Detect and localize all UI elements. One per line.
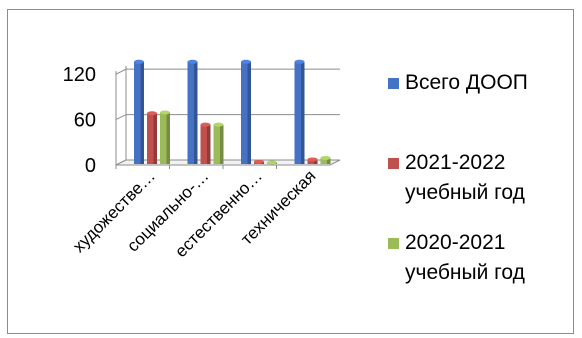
bar-2-1 bbox=[213, 122, 224, 164]
chart-frame: 0 60 120 художестве… социально-… естественно…… bbox=[7, 9, 574, 334]
legend-item-1: 2021-2022 учебный год bbox=[388, 148, 525, 208]
legend-item-2: 2020-2021 учебный год bbox=[388, 228, 525, 288]
legend-label-2: 2020-2021 учебный год bbox=[405, 231, 525, 284]
bar-2-3 bbox=[320, 155, 331, 164]
gridline-2 bbox=[115, 68, 340, 75]
legend-swatch-1 bbox=[388, 158, 399, 169]
bar-0-3 bbox=[294, 59, 305, 164]
legend-label-0: Всего ДООП bbox=[405, 71, 528, 94]
y-tick-label-1: 60 bbox=[74, 110, 96, 132]
bar-0-1 bbox=[187, 59, 198, 164]
bar-0-2 bbox=[241, 59, 251, 164]
legend-swatch-2 bbox=[388, 238, 399, 249]
chart-floor bbox=[115, 159, 341, 166]
bar-0-0 bbox=[134, 59, 144, 164]
bar-1-0 bbox=[147, 111, 157, 164]
legend-item-0: Всего ДООП bbox=[388, 68, 528, 98]
bar-1-3 bbox=[307, 157, 318, 164]
bar-2-2 bbox=[267, 160, 277, 165]
bar-1-2 bbox=[254, 159, 264, 164]
bar-2-0 bbox=[160, 110, 170, 164]
y-tick-label-2: 120 bbox=[63, 64, 96, 86]
legend-label-1: 2021-2022 учебный год bbox=[405, 151, 525, 204]
y-tick-label-0: 0 bbox=[85, 155, 96, 177]
legend-swatch-0 bbox=[388, 78, 399, 89]
bar-chart: 060120художестве…социально-…естественно…… bbox=[63, 59, 341, 261]
bar-1-1 bbox=[200, 122, 211, 164]
